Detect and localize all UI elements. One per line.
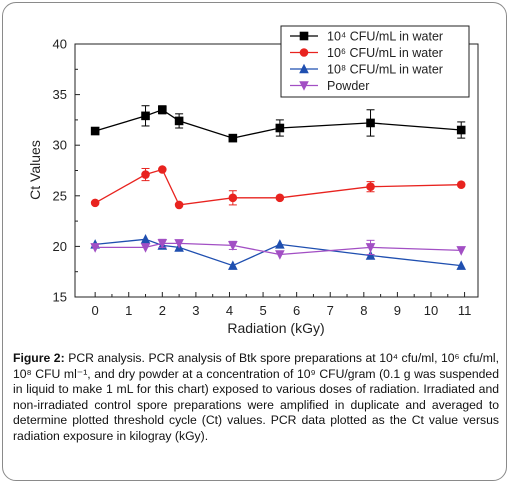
x-tick-label: 11 xyxy=(458,303,472,318)
series-1 xyxy=(90,105,466,143)
figure-caption: Figure 2: PCR analysis. PCR analysis of … xyxy=(13,351,499,445)
data-point xyxy=(140,234,151,244)
x-tick-label: 8 xyxy=(360,303,367,318)
x-tick-label: 1 xyxy=(125,303,132,318)
data-point xyxy=(456,180,466,189)
y-tick-label: 40 xyxy=(53,37,67,52)
data-point xyxy=(90,126,100,136)
caption-label: Figure 2: xyxy=(13,351,65,365)
data-point xyxy=(174,116,184,126)
data-point xyxy=(158,105,167,115)
legend: 10⁴ CFU/mL in water 10⁶ CFU/mL in water 10… xyxy=(280,25,470,98)
series-2 xyxy=(90,165,466,210)
axis-ticks: 0 1 2 3 4 5 6 7 8 9 10 11 15 20 25 30 35 40 xyxy=(53,37,472,319)
series-4 xyxy=(90,238,467,260)
legend-entry-3: 10⁸ CFU/mL in water xyxy=(290,63,443,77)
data-point xyxy=(174,200,184,210)
legend-marker xyxy=(299,63,309,74)
x-tick-label: 7 xyxy=(327,303,334,318)
legend-marker xyxy=(299,48,309,57)
data-point xyxy=(228,133,238,143)
data-point xyxy=(365,243,376,253)
y-tick-label: 15 xyxy=(53,290,67,305)
y-tick-label: 20 xyxy=(53,239,67,254)
data-point xyxy=(228,193,238,203)
data-point xyxy=(456,125,466,135)
x-tick-label: 10 xyxy=(424,303,438,318)
data-point xyxy=(228,241,238,251)
data-point xyxy=(90,243,100,253)
data-point xyxy=(456,246,467,256)
data-point xyxy=(366,118,375,128)
x-tick-label: 4 xyxy=(226,303,233,318)
x-tick-label: 6 xyxy=(293,303,300,318)
legend-label: 10⁸ CFU/mL in water xyxy=(327,63,443,77)
data-point xyxy=(157,239,168,249)
data-point xyxy=(141,170,150,179)
legend-label: 10⁶ CFU/mL in water xyxy=(327,46,443,60)
legend-label: Powder xyxy=(327,79,369,93)
legend-marker xyxy=(299,81,309,91)
x-tick-label: 5 xyxy=(259,303,266,318)
y-axis-title: Ct Values xyxy=(27,140,43,200)
data-point xyxy=(366,182,375,191)
legend-label: 10⁴ CFU/mL in water xyxy=(327,30,443,44)
data-point xyxy=(158,165,167,174)
series-layer xyxy=(90,105,467,270)
x-axis-title: Radiation (kGy) xyxy=(227,320,324,336)
data-point xyxy=(174,239,184,249)
data-point xyxy=(275,123,285,133)
y-tick-label: 30 xyxy=(53,138,67,153)
data-point xyxy=(456,260,467,270)
legend-entry-1: 10⁴ CFU/mL in water xyxy=(290,30,443,44)
data-point xyxy=(275,193,285,203)
x-tick-label: 9 xyxy=(394,303,401,318)
x-tick-label: 3 xyxy=(192,303,199,318)
x-tick-label: 0 xyxy=(92,303,99,318)
data-point xyxy=(365,250,376,260)
legend-entry-4: Powder xyxy=(290,79,369,93)
data-point xyxy=(90,198,100,208)
data-point xyxy=(140,243,151,253)
caption-text: PCR analysis. PCR analysis of Btk spore … xyxy=(13,351,500,443)
legend-entry-2: 10⁶ CFU/mL in water xyxy=(290,46,443,60)
data-point xyxy=(141,111,150,121)
data-point xyxy=(228,260,238,270)
y-tick-label: 35 xyxy=(53,87,67,102)
ct-values-chart: 0 1 2 3 4 5 6 7 8 9 10 11 15 20 25 30 35 40 Ct Values Rad… xyxy=(27,25,479,336)
y-tick-label: 25 xyxy=(53,188,67,203)
legend-marker xyxy=(299,31,309,41)
data-point xyxy=(275,239,285,249)
x-tick-label: 2 xyxy=(159,303,166,318)
data-point xyxy=(275,250,285,260)
